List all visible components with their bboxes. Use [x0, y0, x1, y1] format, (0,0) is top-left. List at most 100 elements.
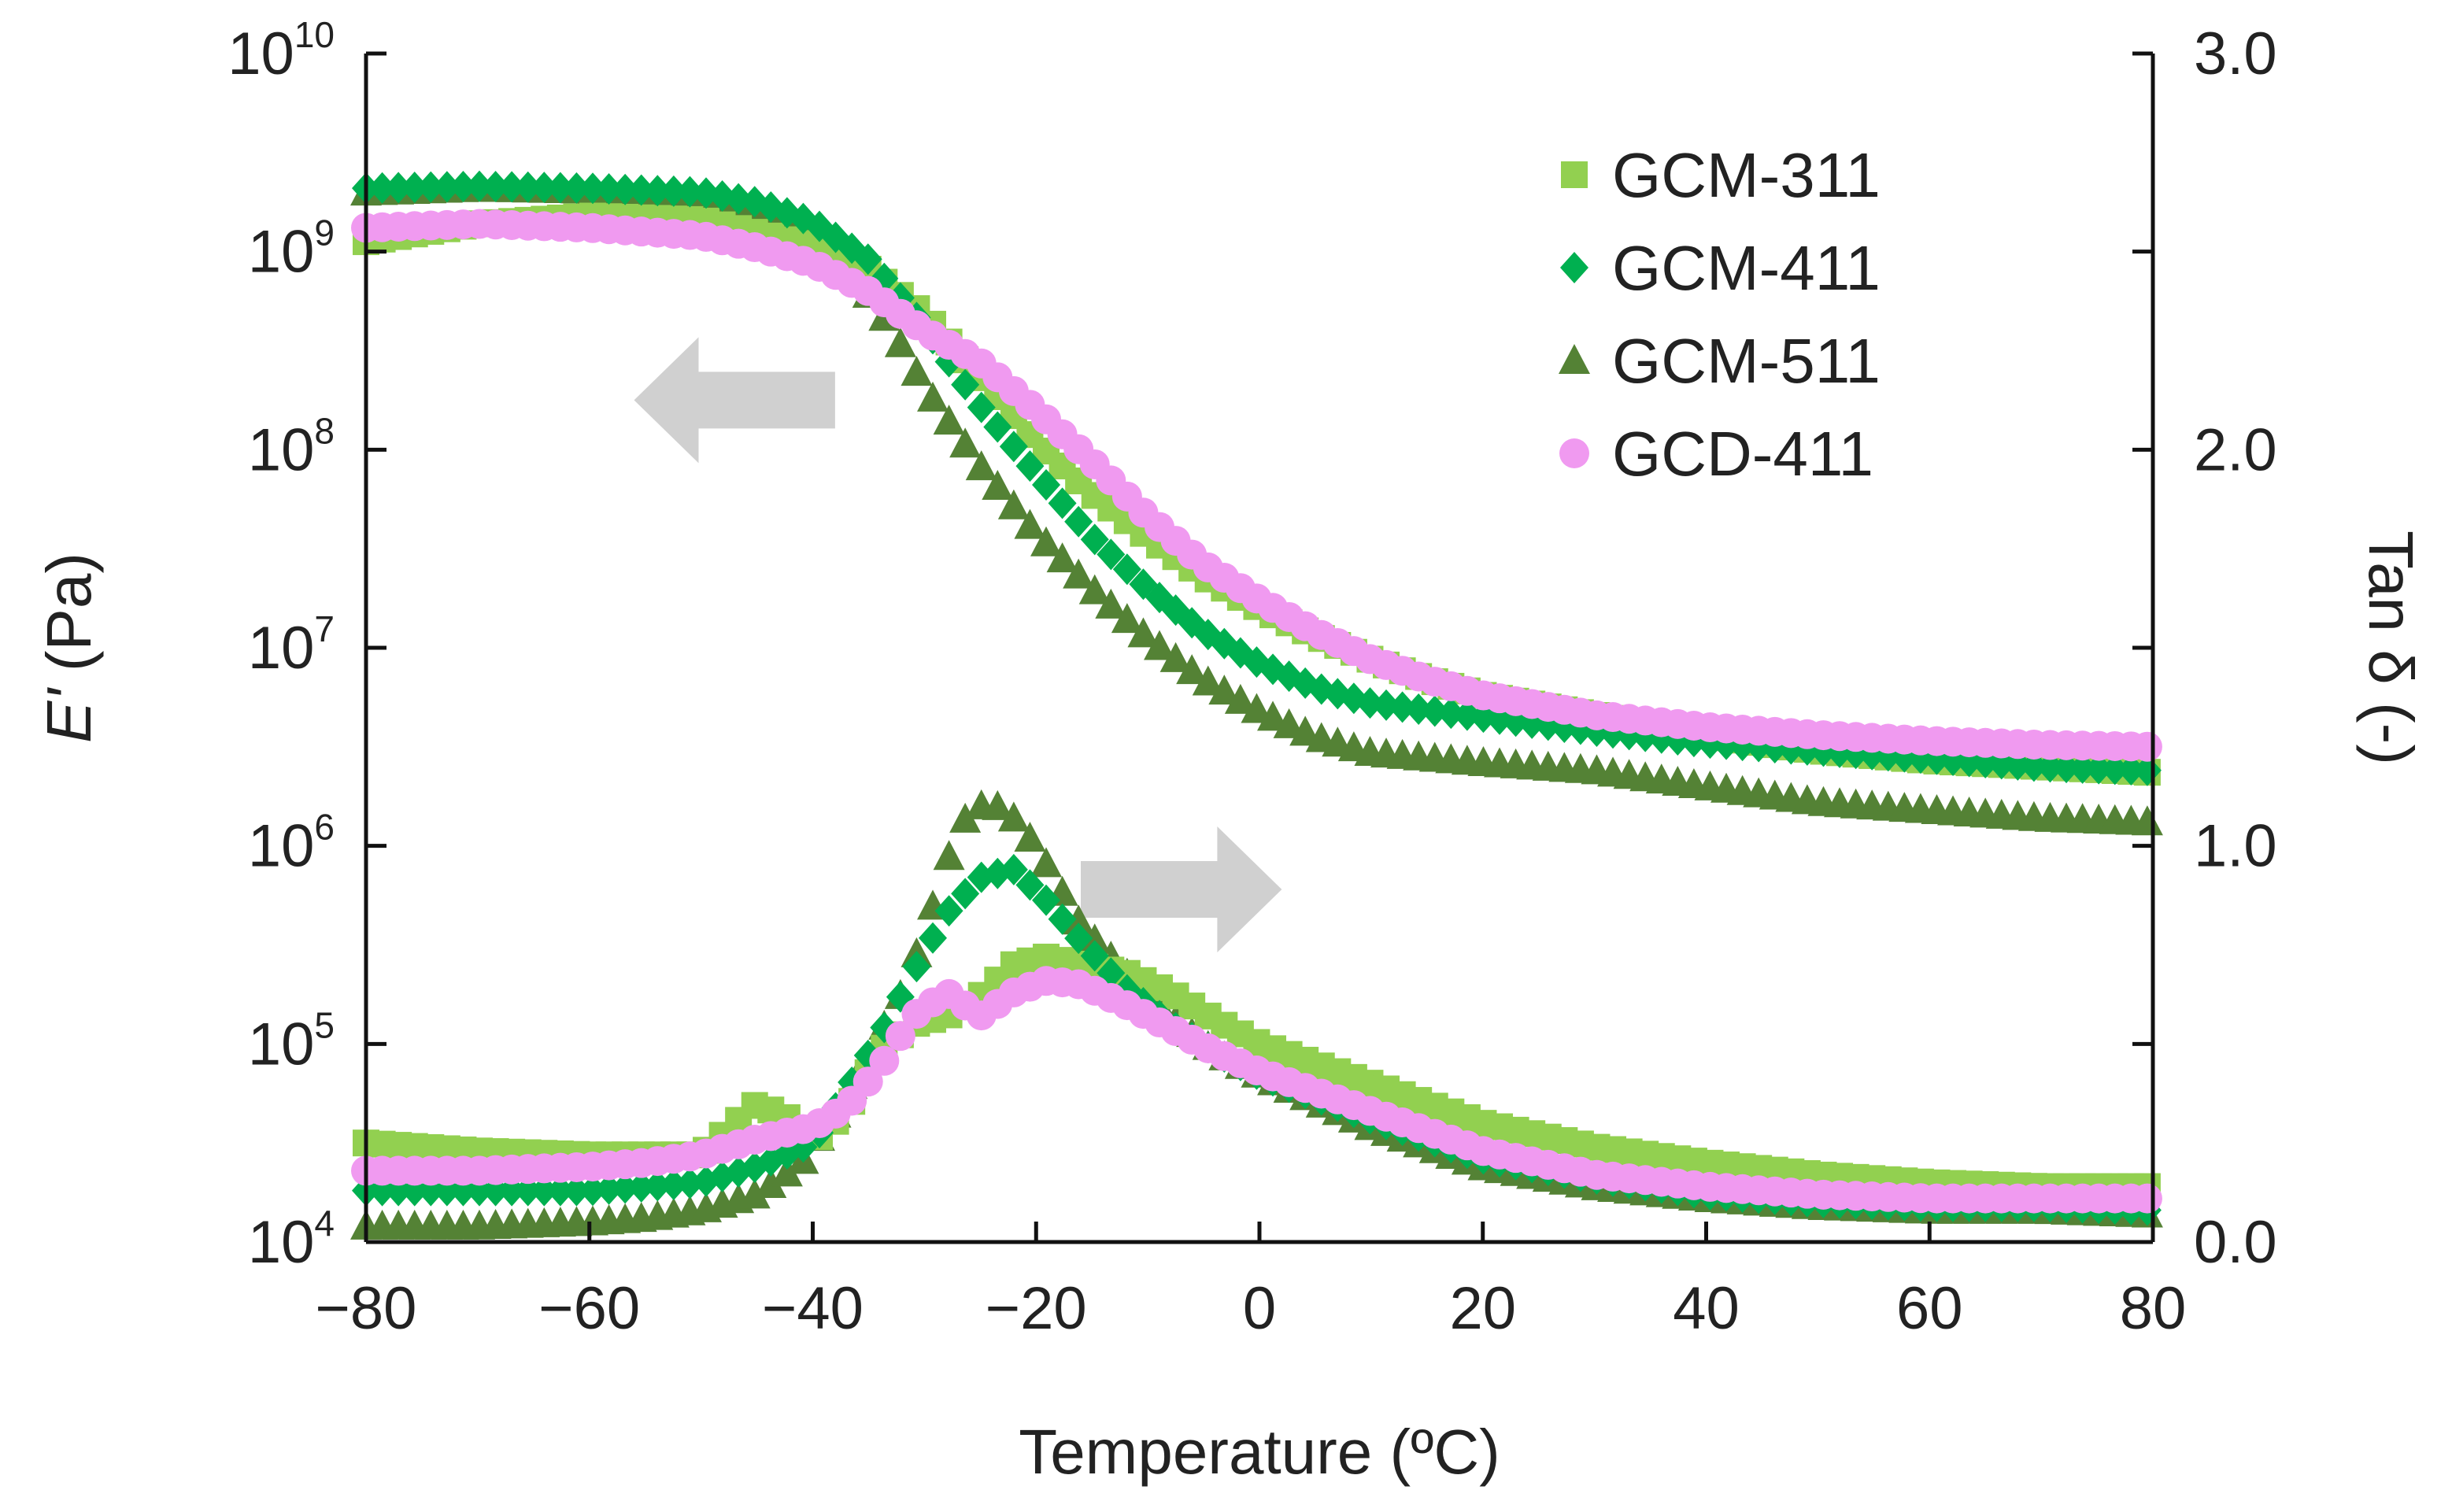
storage-modulus-point — [1420, 695, 1449, 727]
tan-delta-point — [627, 1170, 656, 1203]
storage-modulus-point — [1372, 689, 1401, 721]
storage-modulus-point — [594, 173, 623, 205]
storage-modulus-point — [1159, 641, 1192, 672]
storage-modulus-point — [1176, 654, 1208, 685]
storage-modulus-point — [1144, 630, 1176, 660]
axes — [364, 51, 2155, 1244]
storage-modulus-point — [2068, 752, 2097, 784]
left-tick-label: 109 — [248, 213, 335, 286]
legend-label-gcm-411: GCM-411 — [1612, 233, 1881, 303]
left-tick-label: 104 — [248, 1203, 335, 1276]
storage-modulus-point — [1452, 699, 1481, 731]
storage-modulus-point — [659, 175, 688, 207]
tan-delta-point — [659, 1168, 688, 1200]
storage-modulus-point — [2117, 754, 2146, 786]
storage-modulus-point — [513, 171, 542, 203]
tan-delta-point — [1014, 821, 1046, 852]
storage-modulus-point — [1224, 683, 1256, 714]
tan-delta-point — [675, 1167, 705, 1200]
storage-modulus-point — [789, 202, 818, 235]
storage-modulus-point — [1095, 588, 1127, 619]
storage-modulus-point — [1046, 542, 1078, 573]
storage-modulus-point — [933, 405, 965, 435]
storage-modulus-point — [1080, 523, 1109, 556]
legend-label-gcm-311: GCM-311 — [1612, 140, 1881, 210]
tan-delta-point — [2132, 1183, 2162, 1214]
tan-delta-point — [949, 802, 982, 833]
storage-modulus-point — [627, 174, 656, 206]
tan-delta-point — [513, 1174, 542, 1207]
storage-modulus-point — [449, 170, 478, 202]
storage-modulus-point — [1014, 508, 1046, 539]
tan-delta-point — [530, 1174, 559, 1207]
storage-modulus-point — [1030, 526, 1063, 556]
axis-labels: 104 105 106 107 108 109 1010 0.0 1.0 2.0 3.0 −80 −60… — [34, 14, 2426, 1487]
storage-modulus-point — [1208, 675, 1241, 705]
tan-delta-point — [738, 1178, 771, 1209]
storage-modulus-point — [2036, 751, 2065, 783]
tan-delta-point — [934, 895, 963, 927]
tan-delta-point — [1032, 884, 1061, 916]
left-tick-label: 1010 — [227, 14, 335, 87]
storage-modulus-point — [2052, 752, 2081, 784]
storage-modulus-point — [1404, 693, 1433, 725]
x-tick-label: −20 — [986, 1275, 1087, 1342]
left-tick-label: 107 — [248, 608, 335, 682]
legend-marker-gcd-411 — [1559, 438, 1589, 468]
storage-modulus-point — [481, 171, 510, 203]
tan-delta-point — [869, 1045, 900, 1076]
storage-modulus-point — [1437, 697, 1466, 730]
storage-modulus-point — [997, 489, 1030, 519]
storage-modulus-point — [643, 175, 672, 207]
storage-modulus-point — [546, 172, 575, 204]
storage-modulus-point — [562, 172, 591, 204]
left-tick-label: 106 — [248, 807, 335, 880]
left-axis-title: E' (Pa) — [34, 553, 104, 743]
storage-modulus-point — [1257, 701, 1289, 731]
storage-modulus-point — [1015, 450, 1045, 482]
storage-modulus-point — [2019, 750, 2048, 782]
tan-delta-point — [885, 1021, 915, 1052]
storage-modulus-point — [1048, 487, 1077, 519]
storage-modulus-point — [2131, 805, 2163, 836]
tan-delta-point — [933, 840, 965, 871]
tan-delta-point — [1015, 869, 1045, 901]
storage-modulus-point — [917, 381, 949, 412]
storage-modulus-point — [949, 427, 982, 458]
x-tick-label: 80 — [2120, 1275, 2187, 1342]
storage-modulus-point — [983, 411, 1012, 443]
tan-delta-point — [1080, 940, 1109, 972]
right-tick-label: 3.0 — [2194, 20, 2277, 87]
storage-modulus-point — [967, 391, 996, 423]
storage-modulus-point — [675, 176, 705, 208]
storage-modulus-point — [1063, 558, 1095, 589]
tan-delta-point — [611, 1172, 640, 1204]
storage-modulus-point — [368, 172, 397, 204]
x-tick-label: −80 — [316, 1275, 417, 1342]
right-tick-label: 0.0 — [2194, 1209, 2277, 1276]
data-series — [350, 170, 2163, 1240]
storage-modulus-point — [1112, 553, 1141, 586]
storage-modulus-point — [497, 171, 527, 203]
storage-modulus-point — [901, 356, 933, 386]
storage-modulus-point — [2132, 731, 2162, 762]
tan-delta-point — [562, 1174, 591, 1207]
left-tick-label: 105 — [248, 1004, 335, 1078]
tan-delta-point — [951, 878, 980, 910]
storage-modulus-point — [432, 171, 461, 203]
storage-modulus-point — [1078, 574, 1111, 604]
storage-modulus-point — [2084, 752, 2114, 785]
storage-modulus-point — [1241, 693, 1273, 723]
legend-marker-gcm-511 — [1559, 344, 1590, 374]
storage-modulus-point — [1127, 617, 1159, 648]
storage-modulus-point — [951, 368, 980, 401]
storage-modulus-point — [982, 469, 1014, 500]
x-tick-label: −40 — [762, 1275, 864, 1342]
right-axis-title: Tan δ (-) — [2356, 530, 2426, 765]
x-tick-label: 40 — [1673, 1275, 1740, 1342]
storage-modulus-point — [884, 327, 916, 357]
storage-modulus-point — [1355, 687, 1385, 719]
tan-delta-point — [902, 951, 931, 983]
storage-modulus-point — [1097, 538, 1126, 571]
